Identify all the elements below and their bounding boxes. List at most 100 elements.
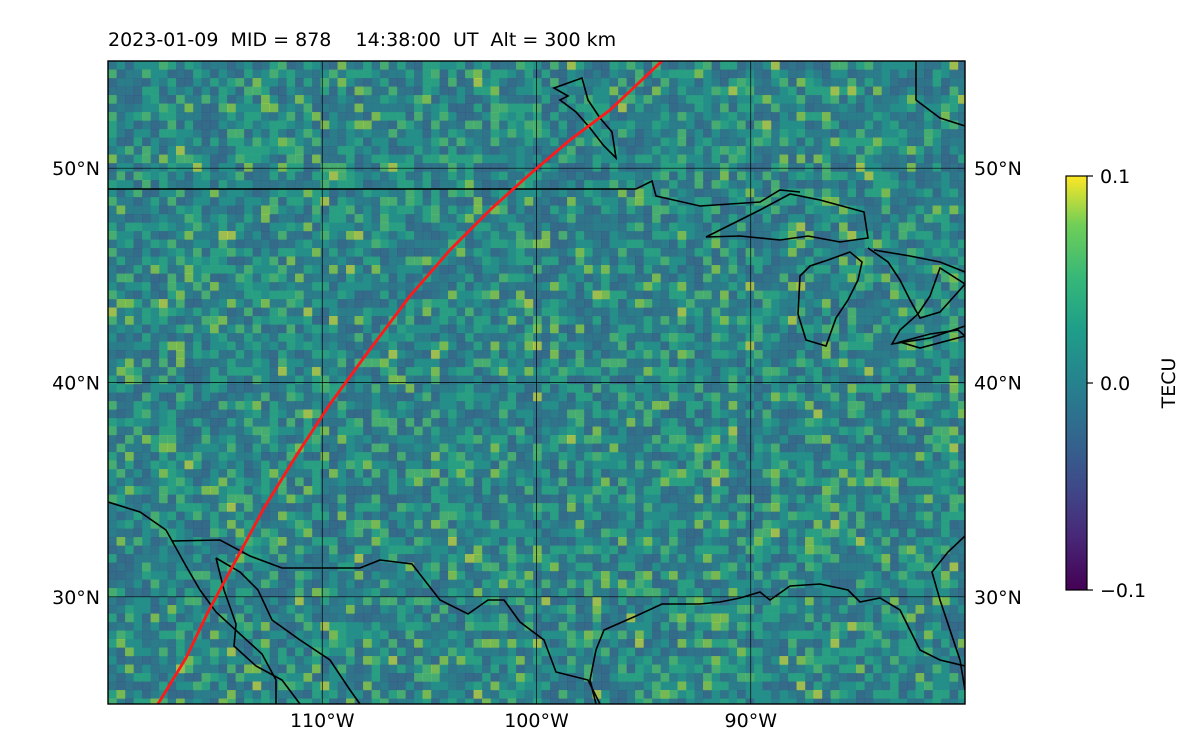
tec-cell — [286, 171, 296, 181]
tec-cell — [227, 435, 237, 445]
tec-cell — [601, 384, 611, 394]
tec-cell — [490, 112, 500, 122]
tec-cell — [252, 350, 262, 360]
tec-cell — [524, 367, 534, 377]
tec-cell — [320, 61, 330, 71]
tec-cell — [388, 188, 398, 198]
tec-cell — [618, 273, 628, 283]
tec-cell — [686, 350, 696, 360]
tec-cell — [873, 112, 883, 122]
tec-cell — [601, 392, 611, 402]
tec-cell — [924, 469, 934, 479]
tec-cell — [584, 171, 594, 181]
tec-cell — [805, 307, 815, 317]
tec-cell — [218, 350, 228, 360]
tec-cell — [295, 86, 305, 96]
tec-cell — [839, 129, 849, 139]
tec-cell — [278, 316, 288, 326]
tec-cell — [898, 129, 908, 139]
tec-cell — [524, 350, 534, 360]
tec-cell — [762, 282, 772, 292]
tec-cell — [779, 333, 789, 343]
tec-cell — [703, 443, 713, 453]
tec-cell — [142, 171, 152, 181]
tec-cell — [116, 248, 126, 258]
tec-cell — [788, 248, 798, 258]
tec-cell — [575, 418, 585, 428]
tec-cell — [218, 78, 228, 88]
tec-cell — [754, 256, 764, 266]
tec-cell — [958, 61, 965, 71]
tec-cell — [771, 375, 781, 385]
tec-cell — [796, 367, 806, 377]
tec-cell — [635, 163, 645, 173]
tec-cell — [618, 358, 628, 368]
tec-cell — [312, 469, 322, 479]
tec-cell — [142, 265, 152, 275]
tec-cell — [856, 316, 866, 326]
tec-cell — [405, 146, 415, 156]
tec-cell — [167, 171, 177, 181]
tec-cell — [465, 316, 475, 326]
tec-cell — [949, 222, 959, 232]
tec-cell — [771, 435, 781, 445]
tec-cell — [456, 375, 466, 385]
tec-cell — [193, 256, 203, 266]
tec-cell — [592, 273, 602, 283]
tec-cell — [320, 477, 330, 487]
tec-cell — [507, 341, 517, 351]
tec-cell — [261, 86, 271, 96]
tec-cell — [524, 137, 534, 147]
tec-cell — [728, 61, 738, 71]
tec-cell — [618, 341, 628, 351]
tec-cell — [864, 222, 874, 232]
tec-cell — [422, 188, 432, 198]
tec-cell — [932, 171, 942, 181]
tec-cell — [176, 120, 186, 130]
tec-cell — [745, 409, 755, 419]
tec-cell — [728, 350, 738, 360]
tec-cell — [269, 350, 279, 360]
tec-cell — [847, 120, 857, 130]
tec-cell — [762, 273, 772, 283]
tec-cell — [235, 231, 245, 241]
tec-cell — [312, 443, 322, 453]
tec-cell — [431, 367, 441, 377]
tec-cell — [354, 103, 364, 113]
tec-cell — [660, 171, 670, 181]
tec-cell — [286, 392, 296, 402]
tec-cell — [218, 205, 228, 215]
tec-cell — [660, 316, 670, 326]
tec-cell — [686, 103, 696, 113]
tec-cell — [890, 384, 900, 394]
tec-cell — [142, 273, 152, 283]
tec-cell — [218, 469, 228, 479]
tec-cell — [184, 273, 194, 283]
tec-cell — [397, 163, 407, 173]
tec-cell — [839, 350, 849, 360]
tec-cell — [473, 231, 483, 241]
tec-cell — [448, 69, 458, 79]
tec-cell — [932, 78, 942, 88]
tec-cell — [507, 316, 517, 326]
tec-cell — [218, 375, 228, 385]
tec-cell — [397, 350, 407, 360]
tec-cell — [193, 452, 203, 462]
tec-cell — [652, 265, 662, 275]
tec-cell — [176, 248, 186, 258]
tec-cell — [626, 188, 636, 198]
tec-cell — [201, 112, 211, 122]
tec-cell — [108, 197, 118, 207]
tec-cell — [575, 358, 585, 368]
tec-cell — [414, 426, 424, 436]
tec-cell — [694, 214, 704, 224]
tec-cell — [473, 426, 483, 436]
tec-cell — [898, 460, 908, 470]
tec-cell — [771, 290, 781, 300]
tec-cell — [932, 248, 942, 258]
tec-cell — [218, 146, 228, 156]
tec-cell — [295, 248, 305, 258]
tec-cell — [584, 341, 594, 351]
tec-cell — [949, 333, 959, 343]
tec-cell — [550, 367, 560, 377]
